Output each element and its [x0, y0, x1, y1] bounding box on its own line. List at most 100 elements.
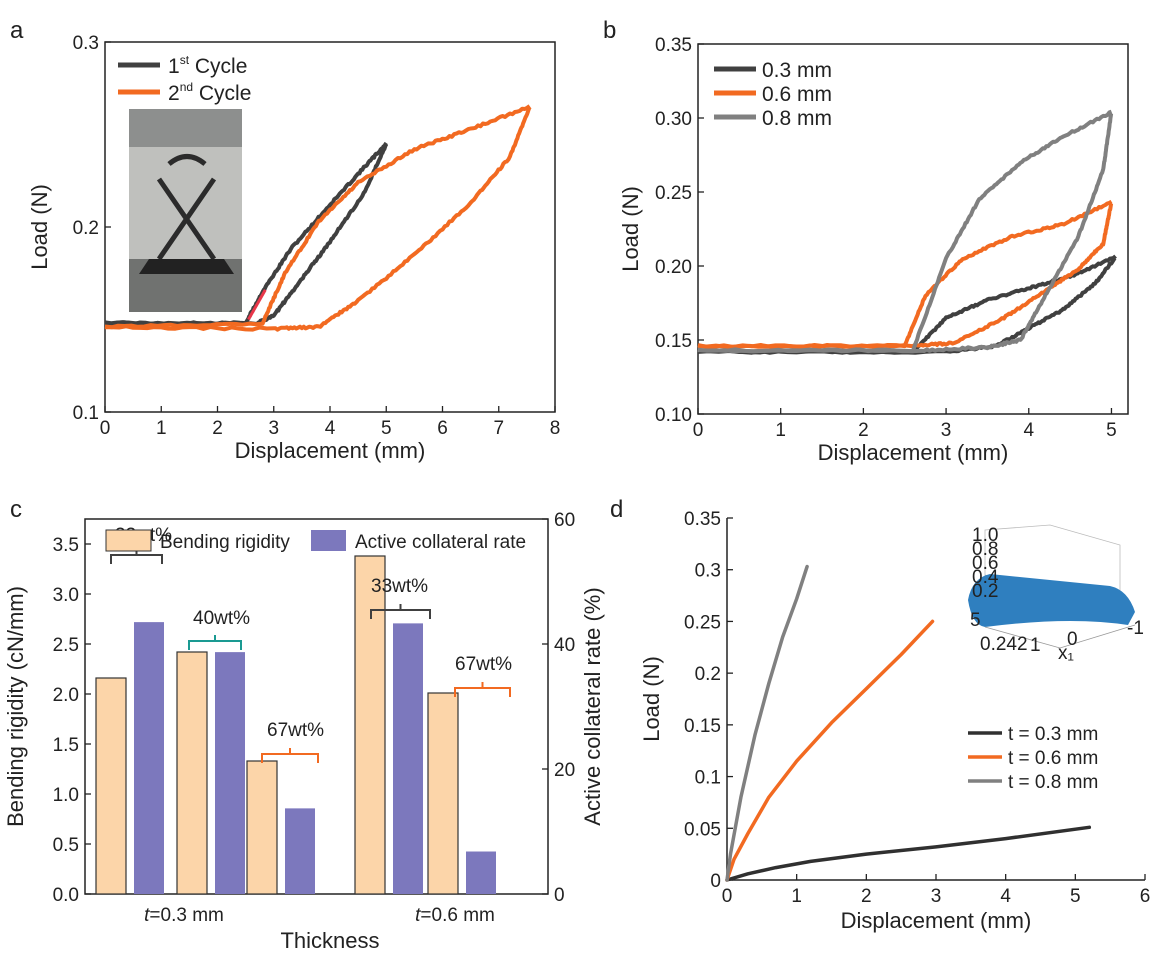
x-tick-label: 0 — [693, 420, 704, 441]
y-tick-label: 0.3 — [695, 561, 721, 582]
series-line-unloading — [697, 201, 1114, 349]
y-tick-label: 0.15 — [684, 716, 721, 737]
legend-label: 2nd Cycle — [168, 80, 251, 105]
bar-bending-rigidity — [95, 677, 127, 895]
y-axis-title: Bending rigidity (cN/mm) — [3, 586, 28, 827]
x-category-label: t=0.3 mm — [144, 905, 224, 926]
x-tick-label: 1 — [791, 886, 802, 907]
series-line — [725, 564, 809, 882]
legend-label: 0.6 mm — [762, 83, 832, 106]
series-line — [725, 825, 1092, 882]
x-tick-label: 7 — [493, 418, 504, 439]
plot-frame — [697, 43, 1129, 415]
plot-frame — [84, 518, 549, 895]
annotation-label: 33wt% — [371, 576, 428, 597]
inset-surface — [968, 574, 1135, 627]
x-tick-label: 8 — [550, 418, 561, 439]
y-tick-label: 3.5 — [53, 535, 79, 556]
x-tick-label: 3 — [268, 418, 279, 439]
x-category-label: t=0.6 mm — [415, 905, 495, 926]
panel-label-c: c — [10, 496, 22, 523]
inset-tick-label: -1 — [1127, 618, 1144, 639]
x-tick-label: 1 — [156, 418, 167, 439]
x-tick-label: 4 — [1023, 420, 1034, 441]
bar-active-collateral-rate — [215, 652, 245, 894]
bar-active-collateral-rate — [285, 808, 315, 894]
y-axis-title: Load (N) — [618, 186, 643, 272]
annotation-label: 40wt% — [193, 608, 250, 629]
inset-tick-label: 0.4 — [972, 567, 999, 588]
y-tick-label: 0.35 — [684, 509, 721, 530]
x-category-label-italic: t — [415, 905, 421, 926]
series-line-loading — [105, 104, 531, 330]
series-line-highlight — [247, 289, 267, 321]
x-tick-label: 2 — [212, 418, 223, 439]
inset-base-edge — [984, 624, 1136, 649]
y-tick-label: 2.0 — [53, 685, 79, 706]
y-tick-label: 0.30 — [655, 109, 692, 130]
inset-surface-plot: 1.00.80.60.40.2 5 0.242 0 1 -1 x₁ — [968, 524, 1144, 664]
x-tick-label: 3 — [941, 420, 952, 441]
x-axis-title: Displacement (mm) — [235, 438, 426, 463]
y-tick-label: 0.25 — [684, 612, 721, 633]
y-tick-label: 1.5 — [53, 735, 79, 756]
bar-active-collateral-rate — [134, 622, 164, 894]
inset-tick-label: 0.2 — [972, 581, 998, 602]
x-category-label-rest: =0.6 mm — [420, 905, 494, 926]
x-axis-title: Displacement (mm) — [841, 908, 1032, 933]
y-tick-label: 0.15 — [655, 331, 692, 352]
x-tick-label: 3 — [931, 886, 942, 907]
x-tick-label: 2 — [858, 420, 869, 441]
x-axis-title: Displacement (mm) — [818, 440, 1009, 465]
x-tick-label: 5 — [1070, 886, 1081, 907]
y-tick-label: 0 — [710, 871, 721, 892]
y-right-tick-label: 60 — [554, 510, 575, 531]
panel-b-chart: 0 1 2 3 4 5 0.10 0.15 0.20 0.25 0.30 0.35 Displaceme… — [618, 35, 1129, 465]
annotation-bracket — [370, 604, 431, 619]
x-tick-label: 6 — [437, 418, 448, 439]
y-tick-label: 0.2 — [695, 664, 721, 685]
y-right-axis-title: Active collateral rate (%) — [580, 587, 605, 825]
panel-c-chart: 0.0 0.5 1.0 1.5 2.0 2.5 3.0 3.5 Thickness Bending… — [3, 510, 605, 953]
y-tick-label: 0.10 — [655, 405, 692, 426]
x-tick-label: 5 — [1106, 420, 1117, 441]
x-category-label-italic: t — [144, 905, 150, 926]
legend-label: t = 0.3 mm — [1008, 724, 1098, 745]
panel-d-chart: 0 1 2 3 4 5 600.050.10.150.20.250.30.35Displac… — [639, 509, 1150, 933]
x-tick-label: 4 — [325, 418, 336, 439]
inset-photo-upper-plate — [129, 109, 242, 147]
legend-label-superscript: st — [180, 53, 190, 67]
y-right-tick-label: 20 — [554, 760, 575, 781]
x-category-label-rest: =0.3 mm — [149, 905, 223, 926]
legend-label: t = 0.8 mm — [1008, 772, 1098, 793]
legend-swatch-collateral — [311, 530, 346, 551]
x-tick-label: 6 — [1140, 886, 1151, 907]
y-tick-label: 0.20 — [655, 257, 692, 278]
legend-label-collateral: Active collateral rate — [355, 532, 526, 553]
y-axis-title: Load (N) — [639, 656, 664, 742]
y-tick-label: 0.05 — [684, 819, 721, 840]
bar-active-collateral-rate — [466, 851, 496, 894]
inset-tick-label: 0.8 — [972, 539, 998, 560]
y-tick-label: 0.0 — [53, 885, 79, 906]
legend-label: 0.3 mm — [762, 59, 832, 82]
series-line-unloading — [104, 106, 532, 332]
series-line-unloading — [697, 111, 1114, 354]
inset-tick-label: x₁ — [1058, 643, 1074, 664]
y-tick-label: 0.3 — [73, 33, 99, 54]
x-tick-label: 5 — [381, 418, 392, 439]
legend-label-rest: Cycle — [189, 55, 247, 78]
panel-label-a: a — [10, 17, 24, 44]
y-tick-label: 0.1 — [695, 768, 721, 789]
x-axis-title: Thickness — [280, 928, 379, 953]
y-tick-label: 0.5 — [53, 835, 79, 856]
annotation-bracket — [261, 748, 319, 763]
bar-active-collateral-rate — [393, 623, 423, 894]
panel-a-chart: 0 1 2 3 4 5 6 7 8 0.1 0.2 0.3 Displacement (mm) Load … — [27, 33, 560, 463]
inset-photo-base — [139, 259, 234, 274]
y-tick-label: 0.25 — [655, 183, 692, 204]
y-right-tick-label: 40 — [554, 635, 575, 656]
series-line — [725, 619, 935, 882]
annotation-label: 67wt% — [267, 720, 324, 741]
